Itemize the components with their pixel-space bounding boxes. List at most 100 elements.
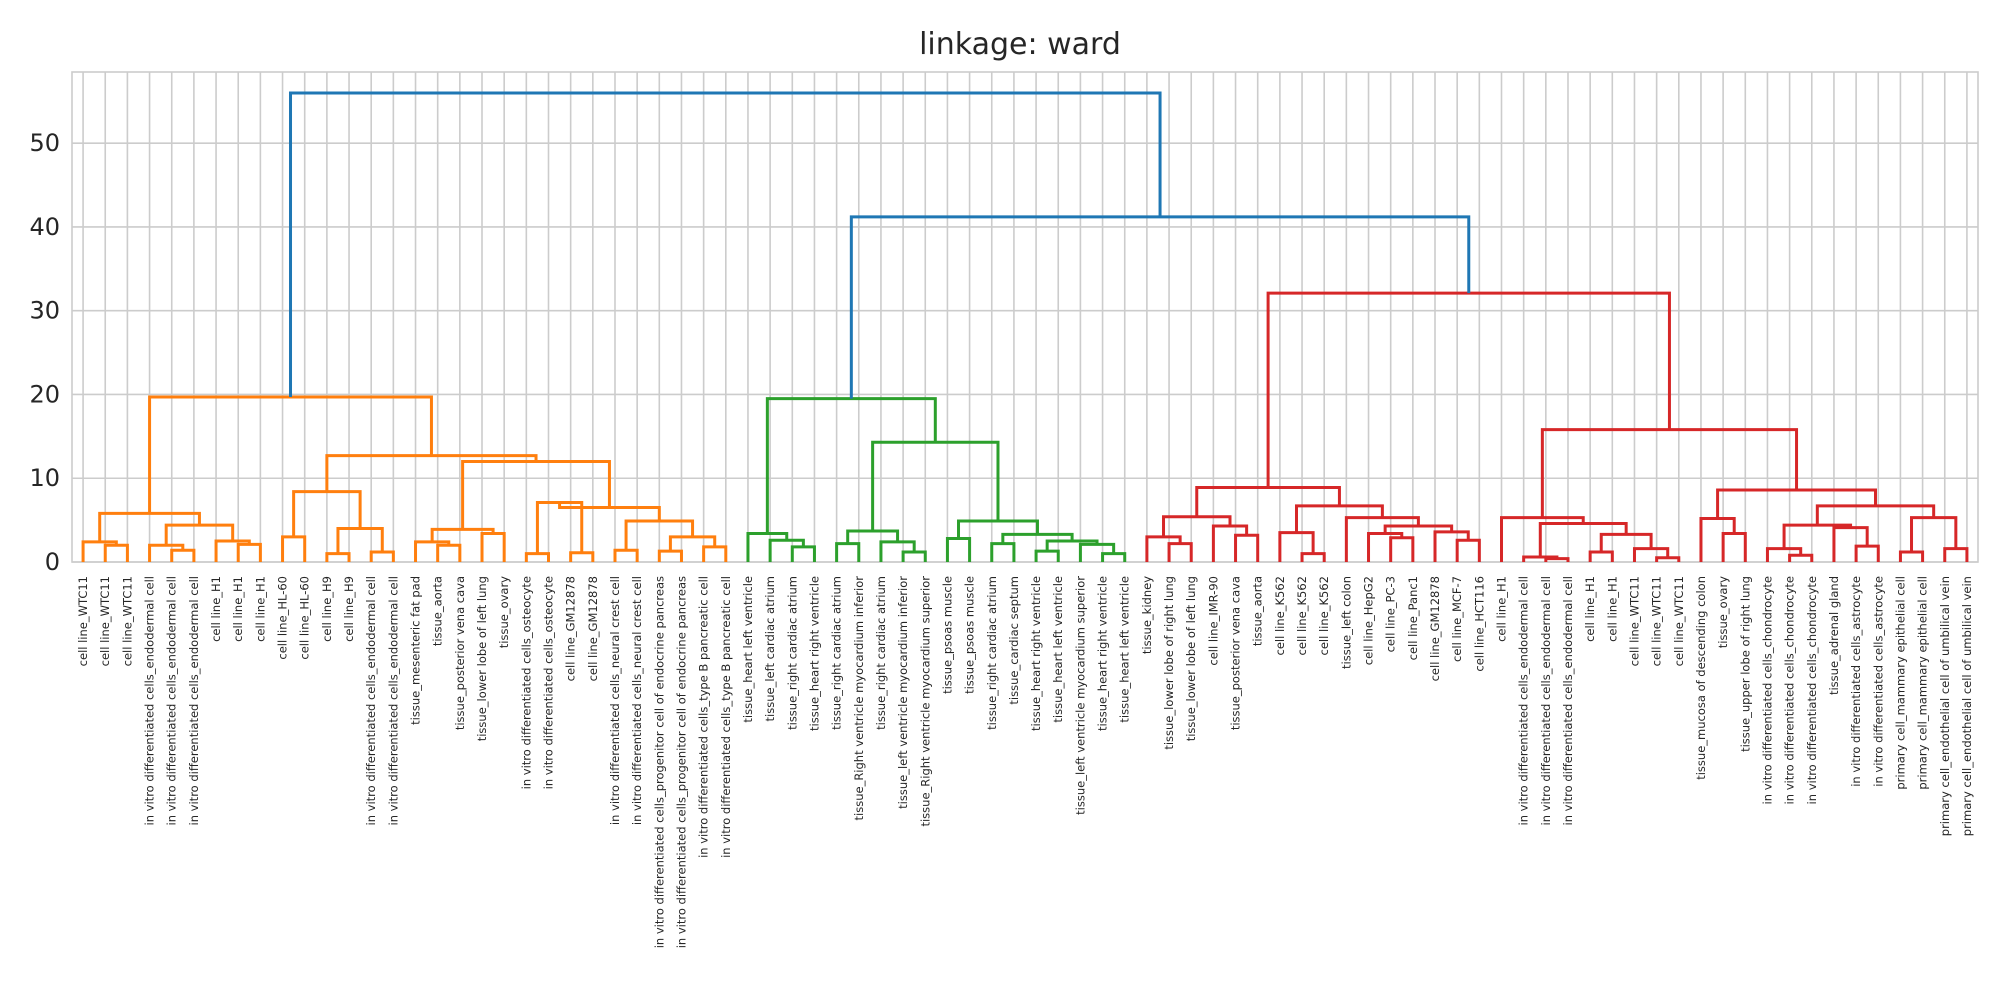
- dendrogram-link: [1383, 524, 1454, 534]
- leaf-label: tissue_left colon: [1339, 576, 1353, 669]
- leaf-label: tissue_heart right ventricle: [1029, 576, 1043, 731]
- dendrogram-link: [1910, 516, 1958, 552]
- y-tick-label: 30: [29, 297, 60, 325]
- y-tick-label: 50: [29, 129, 60, 157]
- leaf-label: tissue_left ventricle myocardium superio…: [1073, 576, 1087, 815]
- dendrogram-link: [148, 543, 185, 562]
- dendrogram-link: [1278, 531, 1315, 562]
- dendrogram-link: [1145, 535, 1182, 562]
- dendrogram-link: [1211, 524, 1249, 562]
- y-axis-ticks: 0 10 20 30 40 50: [29, 129, 60, 576]
- leaf-label: tissue_heart left ventricle: [1051, 576, 1065, 723]
- dendrogram-link: [1500, 516, 1585, 562]
- leaf-label: primary cell_mammary epithelial cell: [1893, 576, 1907, 790]
- leaf-label: in vitro differentiated cells_progenitor…: [652, 576, 666, 948]
- leaf-label: tissue_heart left ventricle: [1118, 576, 1132, 723]
- leaf-label: cell line_WTC11: [120, 576, 134, 666]
- leaf-label: cell line_MCF-7: [1450, 576, 1464, 662]
- leaf-label: tissue_heart left ventricle: [741, 576, 755, 723]
- leaf-label: tissue_upper lobe of right lung: [1738, 576, 1752, 752]
- dendrogram-link: [1898, 550, 1925, 562]
- leaf-label: tissue_aorta: [431, 576, 445, 646]
- leaf-label: tissue_cardiac septum: [1007, 576, 1021, 705]
- leaf-label: tissue_Right ventricle myocardium inferi…: [852, 576, 866, 821]
- leaf-label: cell line_H1: [1495, 576, 1509, 642]
- leaf-label: tissue_right cardiac atrium: [985, 576, 999, 730]
- leaf-label: in vitro differentiated cells_osteocyte: [519, 576, 533, 789]
- y-tick-label: 0: [45, 548, 60, 576]
- leaf-label: cell line_HCT116: [1472, 576, 1486, 672]
- grid-lines: [71, 71, 1979, 563]
- leaf-label: cell line_H1: [253, 576, 267, 642]
- dendrogram-link: [558, 502, 661, 521]
- leaf-label: cell line_GM12878: [564, 576, 578, 681]
- dendrogram-link: [835, 542, 861, 562]
- leaf-label: tissue_ovary: [1716, 576, 1730, 648]
- leaf-label: tissue_right cardiac atrium: [785, 576, 799, 730]
- leaf-label: cell line_WTC11: [98, 576, 112, 666]
- leaf-label: tissue_right cardiac atrium: [830, 576, 844, 730]
- leaf-label: tissue_aorta: [1251, 576, 1265, 646]
- leaf-label: tissue_psoas muscle: [940, 576, 954, 694]
- leaf-label: cell line_H1: [209, 576, 223, 642]
- dendrogram-link: [289, 91, 1162, 397]
- leaf-label: cell line_WTC11: [76, 576, 90, 666]
- dendrogram-link: [325, 552, 351, 562]
- y-tick-label: 10: [29, 464, 60, 492]
- leaf-label: in vitro differentiated cells_astrocyte: [1849, 576, 1863, 787]
- dendrogram-link: [901, 550, 927, 562]
- leaf-label: in vitro differentiated cells_endodermal…: [187, 576, 201, 825]
- leaf-labels: cell line_WTC11 cell line_WTC11 cell line_…: [76, 576, 1974, 949]
- leaf-label: cell line_GM12878: [1428, 576, 1442, 681]
- leaf-label: tissue_right cardiac atrium: [874, 576, 888, 730]
- leaf-label: cell line_WTC11: [1650, 576, 1664, 666]
- leaf-label: tissue_left ventricle myocardium inferio…: [896, 576, 910, 809]
- leaf-label: in vitro differentiated cells_progenitor…: [674, 576, 688, 948]
- leaf-label: cell line_PC-3: [1384, 576, 1398, 652]
- y-tick-label: 40: [29, 213, 60, 241]
- leaf-label: in vitro differentiated cells_endodermal…: [1561, 576, 1575, 825]
- dendrogram-link: [846, 529, 900, 544]
- dendrogram-link: [668, 535, 717, 552]
- dendrogram-link: [98, 511, 201, 542]
- dendrogram-link: [765, 397, 937, 534]
- dendrogram-link: [1344, 516, 1420, 562]
- leaf-label: in vitro differentiated cells_endodermal…: [1539, 576, 1553, 825]
- dendrogram-link: [281, 535, 307, 562]
- leaf-label: tissue_posterior vena cava: [453, 576, 467, 730]
- leaf-label: tissue_lower lobe of right lung: [1162, 576, 1176, 750]
- leaf-label: in vitro differentiated cells_chondrocyt…: [1760, 576, 1774, 804]
- dendrogram-link: [1588, 550, 1614, 562]
- dendrogram-link: [990, 542, 1016, 562]
- leaf-label: primary cell_endothelial cell of umbilic…: [1960, 576, 1974, 836]
- leaf-label: in vitro differentiated cells_endodermal…: [165, 576, 179, 825]
- leaf-label: tissue_Right ventricle myocardium superi…: [918, 576, 932, 827]
- dendrogram-link: [1544, 557, 1570, 562]
- leaf-label: cell line_GM12878: [586, 576, 600, 681]
- leaf-label: tissue_adrenal gland: [1827, 576, 1841, 695]
- leaf-label: cell line_WTC11: [1672, 576, 1686, 666]
- dendrogram-link: [214, 539, 251, 562]
- leaf-label: cell line_HL-60: [276, 576, 290, 660]
- leaf-label: cell line_K562: [1273, 576, 1287, 655]
- leaf-label: tissue_posterior vena cava: [1229, 576, 1243, 730]
- leaf-label: cell line_WTC11: [1627, 576, 1641, 666]
- leaf-label: cell line_IMR-90: [1206, 576, 1220, 666]
- leaf-label: tissue_kidney: [1140, 576, 1154, 654]
- leaf-label: in vitro differentiated cells_endodermal…: [1517, 576, 1531, 825]
- dendrogram-link: [369, 550, 395, 562]
- leaf-label: tissue_left cardiac atrium: [763, 576, 777, 721]
- dendrogram-link: [336, 526, 384, 554]
- plot-frame: [71, 71, 1979, 563]
- dendrogram-link: [436, 543, 462, 562]
- dendrogram-link: [1234, 533, 1260, 562]
- dendrogram-link: [1655, 556, 1681, 562]
- leaf-label: cell line_H9: [342, 576, 356, 642]
- leaf-label: in vitro differentiated cells_type B pan…: [719, 576, 733, 858]
- dendrogram-link: [1599, 532, 1653, 552]
- dendrogram-link: [103, 543, 129, 562]
- dendrogram-branches: [81, 91, 1969, 562]
- leaf-label: primary cell_mammary epithelial cell: [1916, 576, 1930, 790]
- leaf-label: tissue_psoas muscle: [963, 576, 977, 694]
